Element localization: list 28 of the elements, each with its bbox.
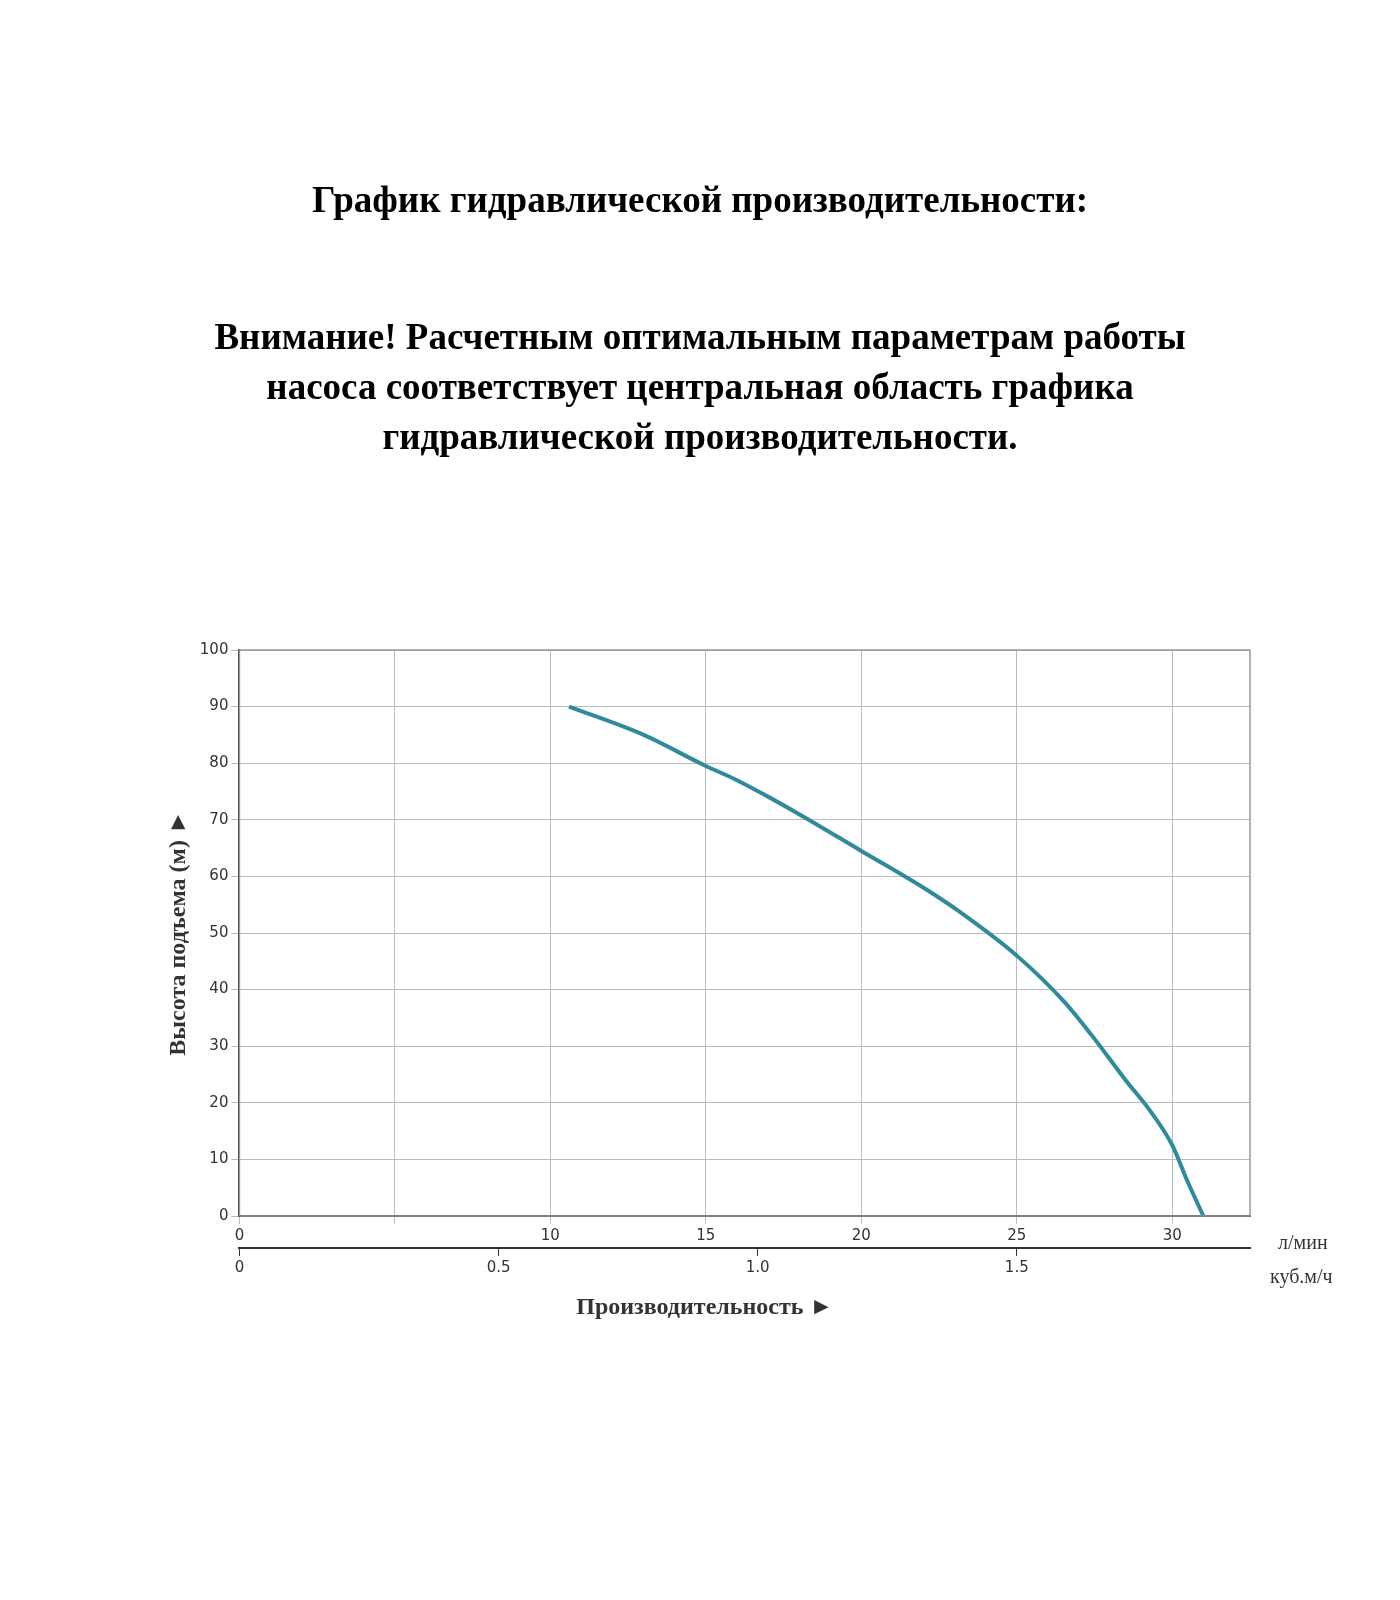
y-tick-label: 0 xyxy=(218,1205,229,1224)
x2-tick-label: 1.5 xyxy=(1004,1257,1029,1276)
x-axis-title: л/мин xyxy=(1278,1231,1328,1254)
y-tick-label: 70 xyxy=(209,809,229,828)
chart-subtitle: Внимание! Расчетным оптимальным параметрам работы насоса соответствует центральная область графика гидравлической производительности. xyxy=(213,315,1187,459)
y-tick-label: 100 xyxy=(199,639,229,658)
y-tick-label: 50 xyxy=(209,922,229,941)
x-tick-label: 0 xyxy=(234,1225,245,1244)
y-axis-title: Высота подъема (м) ► xyxy=(163,810,190,1056)
x2-tick-label: 0 xyxy=(234,1257,245,1276)
x2-tick-label: 0.5 xyxy=(486,1257,511,1276)
y-tick-label: 90 xyxy=(209,696,229,715)
y-tick-label: 40 xyxy=(209,979,229,998)
chart-title: График гидравлической производительности: xyxy=(310,178,1090,221)
x2-axis-title: куб.м/ч xyxy=(1270,1265,1333,1289)
text: Производительность ► xyxy=(576,1293,834,1320)
x2-tick-label: 1.0 xyxy=(745,1257,770,1276)
y-tick-label: 30 xyxy=(209,1036,229,1055)
x-tick-label: 10 xyxy=(540,1225,560,1244)
x-tick-label: 30 xyxy=(1162,1225,1182,1244)
y-tick-label: 60 xyxy=(209,866,229,885)
y-tick-label: 10 xyxy=(209,1149,229,1168)
x-tick-label: 20 xyxy=(851,1225,871,1244)
line-series xyxy=(567,704,1206,1216)
x-tick-label: 25 xyxy=(1007,1225,1027,1244)
y-tick-label: 80 xyxy=(209,753,229,772)
x-tick-label: 15 xyxy=(696,1225,716,1244)
y-tick-label: 20 xyxy=(209,1092,229,1111)
